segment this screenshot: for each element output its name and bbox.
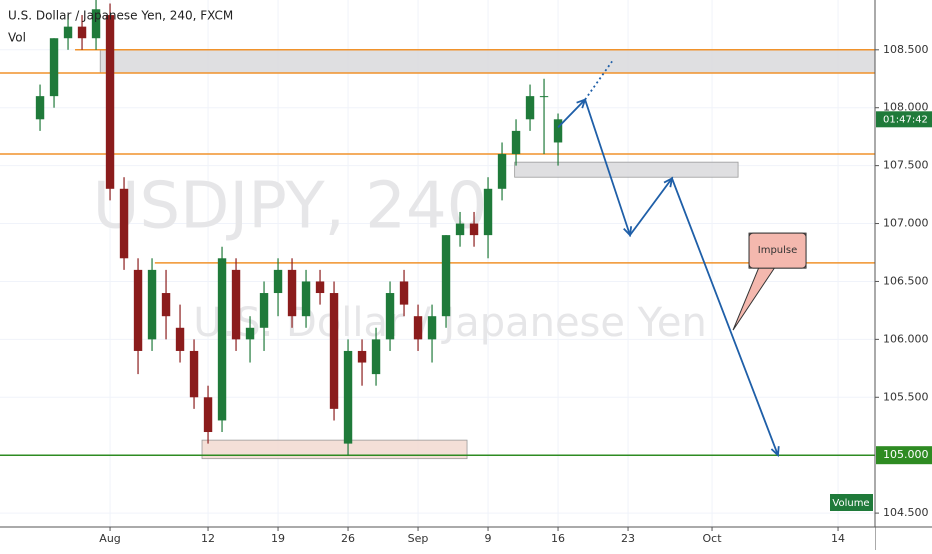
candle-body bbox=[413, 316, 423, 340]
x-tick-label: Aug bbox=[99, 532, 120, 545]
x-tick-label: 9 bbox=[485, 532, 492, 545]
candle-body bbox=[455, 223, 465, 236]
x-tick-label: 16 bbox=[551, 532, 565, 545]
y-tick-label: 108.000 bbox=[883, 101, 929, 114]
candle-body bbox=[217, 258, 227, 421]
time-axis bbox=[0, 527, 875, 550]
projection-arrowhead bbox=[770, 446, 780, 458]
y-tick-label: 108.500 bbox=[883, 43, 929, 56]
y-tick-label: 105.500 bbox=[883, 390, 929, 403]
candle-body bbox=[77, 26, 87, 39]
zone bbox=[514, 161, 739, 178]
candle-body bbox=[273, 269, 283, 294]
candle-body bbox=[483, 188, 493, 236]
candle-body bbox=[147, 269, 157, 340]
countdown: 01:47:42 bbox=[883, 114, 928, 125]
candle-body bbox=[385, 293, 395, 340]
candle-body bbox=[105, 15, 115, 189]
price-label-box bbox=[876, 446, 932, 465]
candle-body bbox=[203, 397, 213, 433]
zone bbox=[99, 49, 876, 74]
candle-body bbox=[49, 38, 59, 97]
y-tick-label: 106.000 bbox=[883, 332, 929, 345]
candle-body bbox=[231, 269, 241, 340]
watermark: USDJPY, 240 bbox=[93, 170, 488, 244]
candle-body bbox=[371, 339, 381, 375]
candle-body bbox=[343, 350, 353, 444]
x-tick-label: 23 bbox=[621, 532, 635, 545]
header-indicator: Vol bbox=[8, 31, 26, 45]
x-tick-label: Oct bbox=[703, 532, 723, 545]
callout-box bbox=[748, 232, 807, 269]
candle-body bbox=[553, 119, 563, 143]
candle-body bbox=[427, 316, 437, 340]
candle-body bbox=[91, 9, 101, 39]
candle-body bbox=[161, 293, 171, 317]
x-tick-label: Sep bbox=[408, 532, 429, 545]
candle-body bbox=[329, 293, 339, 409]
zone bbox=[201, 439, 468, 460]
candle-body bbox=[245, 327, 255, 340]
candle-body bbox=[441, 235, 451, 317]
projection-arrowhead bbox=[623, 226, 633, 238]
candle-body bbox=[497, 154, 507, 189]
candle-body bbox=[539, 96, 549, 98]
volume-legend: Volume bbox=[832, 498, 869, 509]
annotation-text: Impulse bbox=[758, 245, 798, 256]
candle-body bbox=[133, 269, 143, 351]
header-title: U.S. Dollar / Japanese Yen, 240, FXCM bbox=[8, 9, 233, 23]
x-tick-label: 12 bbox=[201, 532, 215, 545]
candle-body bbox=[301, 281, 311, 317]
candle-body bbox=[119, 188, 129, 259]
x-tick-label: 26 bbox=[341, 532, 355, 545]
candle-body bbox=[511, 130, 521, 155]
candle-body bbox=[175, 327, 185, 351]
candle-body bbox=[63, 26, 73, 39]
x-tick-label: 19 bbox=[271, 532, 285, 545]
candle-body bbox=[315, 281, 325, 294]
candle-body bbox=[469, 223, 479, 236]
y-tick-label: 104.500 bbox=[883, 506, 929, 519]
price-label: 105.000 bbox=[883, 448, 929, 461]
volume-legend-box bbox=[830, 494, 873, 511]
countdown-box bbox=[876, 111, 932, 128]
y-tick-label: 106.500 bbox=[883, 274, 929, 287]
candle-body bbox=[35, 96, 45, 120]
x-tick-label: 14 bbox=[831, 532, 845, 545]
y-tick-label: 107.000 bbox=[883, 217, 929, 230]
y-tick-label: 107.500 bbox=[883, 159, 929, 172]
candle-body bbox=[287, 269, 297, 317]
candle-body bbox=[525, 96, 535, 120]
candle-body bbox=[259, 293, 269, 328]
projection-arrowhead bbox=[663, 176, 674, 188]
candle-body bbox=[399, 281, 409, 305]
candle-body bbox=[189, 350, 199, 398]
candle-body bbox=[357, 350, 367, 363]
